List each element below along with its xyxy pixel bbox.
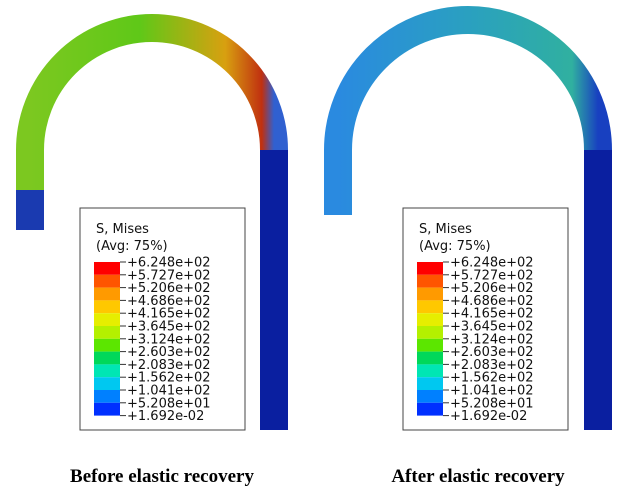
legend-title: S, Mises: [419, 222, 472, 237]
legend-label: +4.686e+02: [450, 294, 534, 309]
legend-swatch: [94, 262, 120, 275]
legend-swatch: [417, 313, 443, 326]
legend-label: +1.041e+02: [450, 384, 534, 399]
legend-label: +2.083e+02: [127, 358, 211, 373]
legend-swatch: [94, 364, 120, 378]
legend-label: +3.124e+02: [450, 332, 534, 347]
legend-subtitle: (Avg: 75%): [419, 239, 491, 254]
legend-swatch: [417, 402, 443, 416]
legend-swatch: [94, 338, 120, 352]
legend-swatch: [417, 377, 443, 390]
legend-label: +2.603e+02: [127, 345, 211, 360]
legend-swatch: [417, 300, 443, 314]
legend-label: +1.041e+02: [127, 384, 211, 399]
legend-subtitle: (Avg: 75%): [96, 239, 168, 254]
legend-label: +1.562e+02: [127, 371, 211, 386]
caption: After elastic recovery: [391, 466, 565, 487]
legend-swatch: [417, 287, 443, 301]
legend-label: +5.208e+01: [450, 396, 534, 411]
legend-swatch: [417, 274, 443, 288]
legend-label: +4.686e+02: [127, 294, 211, 309]
legend-swatch: [417, 390, 443, 403]
legend-label: +2.083e+02: [450, 358, 534, 373]
legend-swatch: [94, 287, 120, 301]
legend-swatch: [417, 364, 443, 378]
legend-label: +3.124e+02: [127, 332, 211, 347]
legend-swatch: [417, 326, 443, 339]
legend-label: +2.603e+02: [450, 345, 534, 360]
legend-swatch: [94, 274, 120, 288]
legend-swatch: [94, 402, 120, 416]
legend-label: +5.206e+02: [127, 281, 211, 296]
legend-swatch: [94, 390, 120, 403]
legend-swatch: [94, 351, 120, 365]
legend-label: +5.727e+02: [450, 268, 534, 283]
legend-label: +3.645e+02: [450, 320, 534, 335]
legend-title: S, Mises: [96, 222, 149, 237]
legend-label: +1.692e-02: [450, 409, 527, 424]
legend-swatch: [94, 377, 120, 390]
caption: Before elastic recovery: [70, 466, 254, 487]
legend-swatch: [417, 351, 443, 365]
legend-swatch: [94, 326, 120, 339]
legend-label: +5.727e+02: [127, 268, 211, 283]
legend-swatch: [417, 262, 443, 275]
specimen: [324, 6, 612, 215]
legend-swatch: [94, 300, 120, 314]
legend-label: +4.165e+02: [450, 307, 534, 322]
legend-label: +1.562e+02: [450, 371, 534, 386]
legend-label: +6.248e+02: [127, 256, 211, 271]
legend-label: +5.206e+02: [450, 281, 534, 296]
legend-label: +3.645e+02: [127, 320, 211, 335]
legend-label: +1.692e-02: [127, 409, 204, 424]
legend-swatch: [417, 338, 443, 352]
legend-swatch: [94, 313, 120, 326]
specimen: [15, 14, 288, 230]
legend-label: +6.248e+02: [450, 256, 534, 271]
legend-label: +5.208e+01: [127, 396, 211, 411]
legend-label: +4.165e+02: [127, 307, 211, 322]
